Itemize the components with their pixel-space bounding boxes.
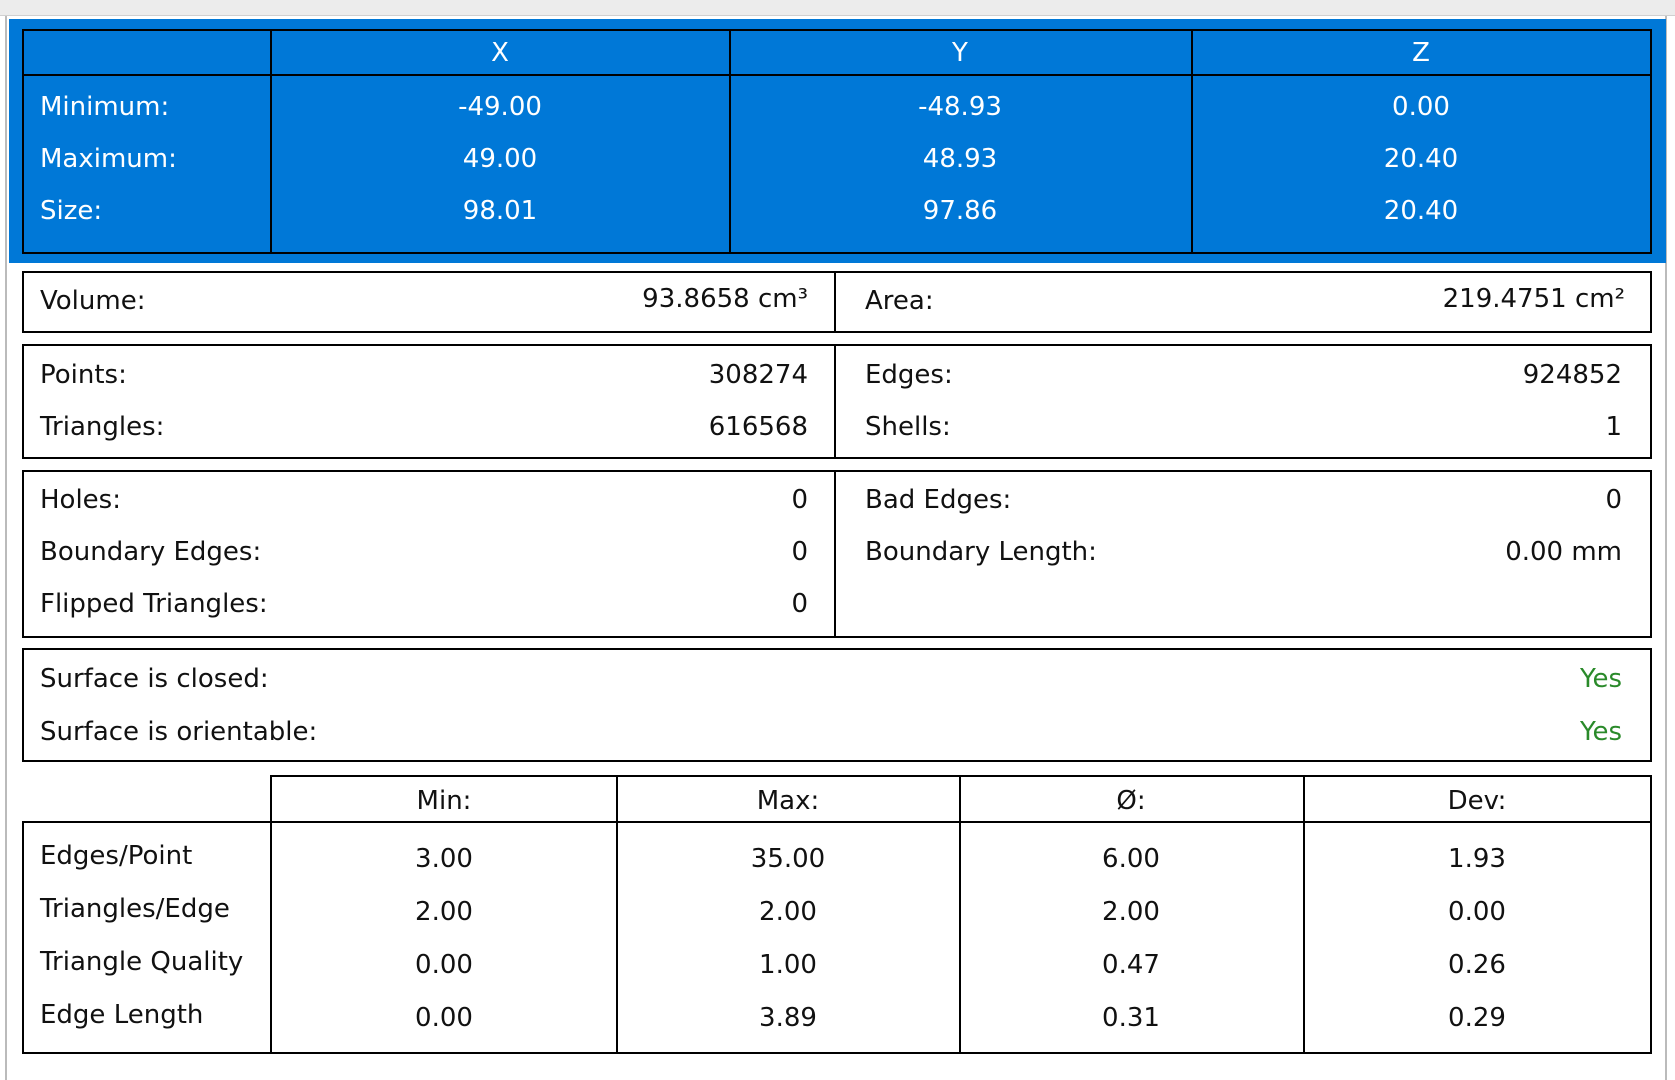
- field-value: Yes: [1580, 664, 1622, 694]
- row-label: Maximum:: [40, 144, 177, 174]
- field-value: 1: [1605, 412, 1622, 442]
- cell-value: 97.86: [922, 196, 998, 226]
- field-value: Yes: [1580, 717, 1622, 747]
- bounds-highlight: [9, 19, 1666, 263]
- cell-value: 3.89: [759, 1003, 817, 1033]
- field-label: Holes:: [40, 485, 121, 515]
- rule: [270, 821, 272, 1054]
- rule: [834, 271, 836, 333]
- rule: [1191, 29, 1193, 254]
- cell-value: 3.00: [415, 844, 473, 874]
- cell-value: 0.00: [1448, 897, 1506, 927]
- field-label: Area:: [865, 286, 934, 316]
- cell-value: 20.40: [1383, 144, 1459, 174]
- field-label: Flipped Triangles:: [40, 589, 268, 619]
- field-label: Points:: [40, 360, 127, 390]
- counts-box: [22, 344, 1652, 459]
- rule: [270, 29, 272, 254]
- field-label: Boundary Length:: [865, 537, 1097, 567]
- field-value: 0: [791, 589, 808, 619]
- column-header: Z: [1412, 38, 1430, 68]
- field-label: Boundary Edges:: [40, 537, 262, 567]
- field-value: 219.4751 cm²: [1442, 284, 1625, 314]
- field-value: 308274: [708, 360, 808, 390]
- column-header: X: [491, 38, 509, 68]
- cell-value: 2.00: [759, 897, 817, 927]
- cell-value: 0.00: [1392, 92, 1450, 122]
- cell-value: 98.01: [462, 196, 538, 226]
- cell-value: 49.00: [462, 144, 538, 174]
- field-label: Edges:: [865, 360, 953, 390]
- cell-value: 2.00: [415, 897, 473, 927]
- cell-value: 35.00: [750, 844, 826, 874]
- field-label: Triangles:: [40, 412, 165, 442]
- surface-box: [22, 648, 1652, 762]
- cell-value: 2.00: [1102, 897, 1160, 927]
- field-label: Surface is orientable:: [40, 717, 318, 747]
- column-header: Y: [952, 38, 968, 68]
- field-value: 616568: [708, 412, 808, 442]
- stats-table: [22, 821, 1652, 1054]
- column-header: Ø:: [1116, 786, 1146, 816]
- rule: [616, 775, 618, 1054]
- column-header: Max:: [756, 786, 820, 816]
- bounds-header: [270, 29, 1652, 77]
- field-label: Surface is closed:: [40, 664, 269, 694]
- defects-box: [22, 470, 1652, 638]
- cell-value: 1.00: [759, 950, 817, 980]
- row-label: Triangles/Edge: [40, 894, 230, 924]
- field-label: Bad Edges:: [865, 485, 1012, 515]
- rule: [729, 29, 731, 254]
- cell-value: 0.26: [1448, 950, 1506, 980]
- field-value: 924852: [1522, 360, 1622, 390]
- cell-value: 0.00: [415, 950, 473, 980]
- row-label: Edges/Point: [40, 841, 193, 871]
- field-value: 0: [791, 537, 808, 567]
- cell-value: 6.00: [1102, 844, 1160, 874]
- field-value: 93.8658 cm³: [642, 284, 808, 314]
- field-value: 0: [791, 485, 808, 515]
- row-label: Size:: [40, 196, 103, 226]
- cell-value: 0.29: [1448, 1003, 1506, 1033]
- rule: [1303, 775, 1305, 1054]
- field-label: Volume:: [40, 286, 146, 316]
- column-header: Dev:: [1447, 786, 1507, 816]
- field-value: 0: [1605, 485, 1622, 515]
- stats-header: [270, 775, 1652, 823]
- cell-value: 0.47: [1102, 950, 1160, 980]
- field-label: Shells:: [865, 412, 951, 442]
- rule: [959, 775, 961, 1054]
- rule: [22, 74, 1652, 76]
- cell-value: 0.00: [415, 1003, 473, 1033]
- cell-value: 20.40: [1383, 196, 1459, 226]
- rule: [834, 470, 836, 638]
- panel: [5, 16, 1667, 1080]
- cell-value: 48.93: [922, 144, 998, 174]
- volume-box: [22, 271, 1652, 333]
- row-label: Minimum:: [40, 92, 170, 122]
- row-label: Triangle Quality: [40, 947, 244, 977]
- rule: [834, 344, 836, 459]
- row-label: Edge Length: [40, 1000, 204, 1030]
- field-value: 0.00 mm: [1505, 537, 1622, 567]
- cell-value: -49.00: [458, 92, 542, 122]
- cell-value: 1.93: [1448, 844, 1506, 874]
- cell-value: -48.93: [918, 92, 1002, 122]
- cell-value: 0.31: [1102, 1003, 1160, 1033]
- column-header: Min:: [416, 786, 472, 816]
- title-bar: [0, 0, 1675, 16]
